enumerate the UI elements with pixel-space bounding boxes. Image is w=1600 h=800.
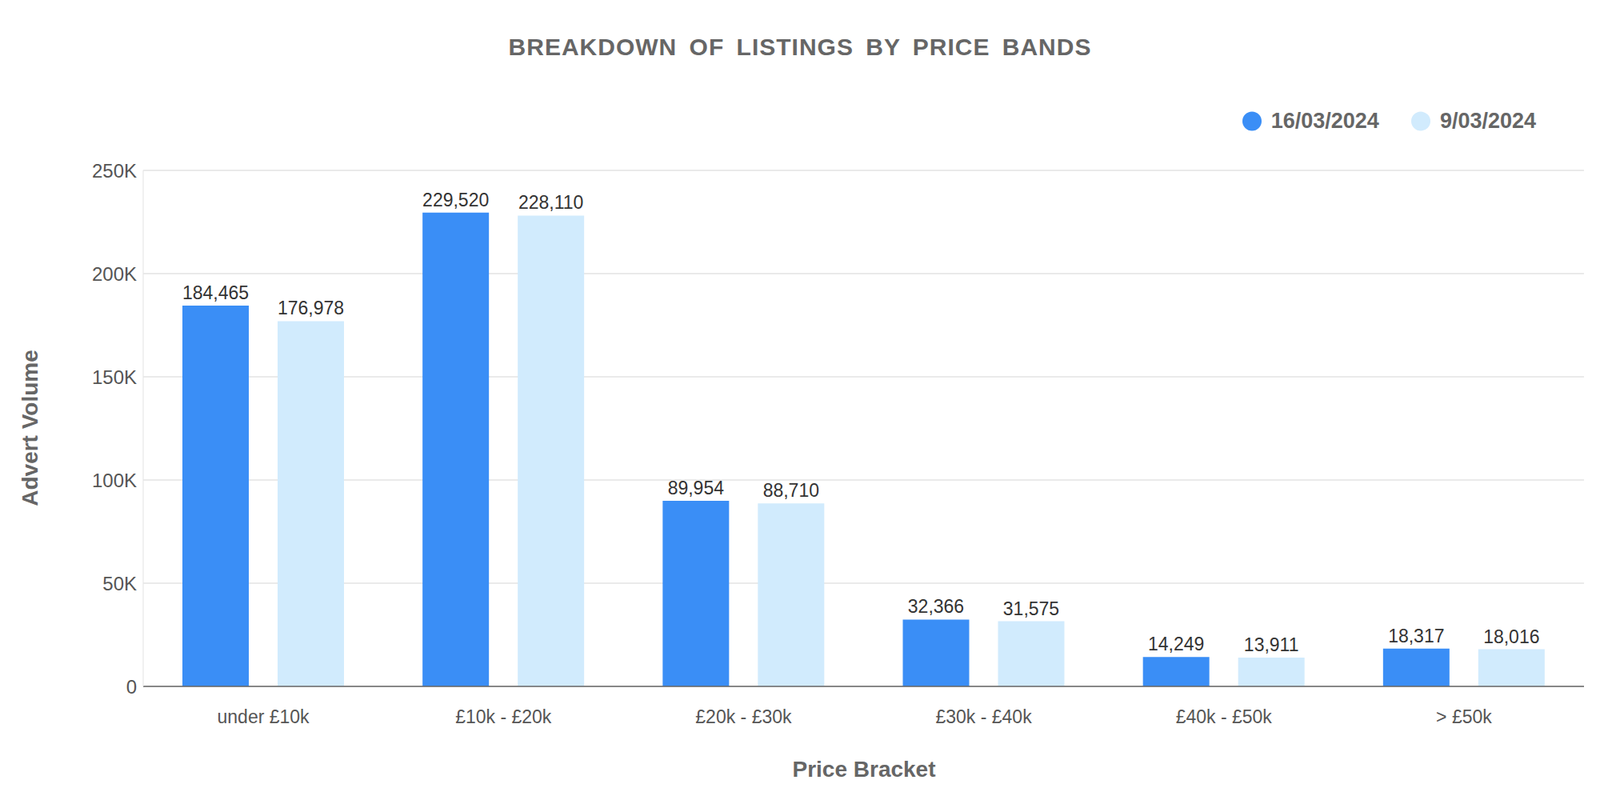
svg-text:£20k - £30k: £20k - £30k [695, 706, 792, 728]
svg-text:228,110: 228,110 [518, 192, 584, 213]
svg-text:0: 0 [126, 676, 137, 698]
svg-text:13,911: 13,911 [1244, 634, 1300, 656]
svg-text:229,520: 229,520 [422, 189, 489, 211]
svg-text:176,978: 176,978 [277, 297, 344, 319]
svg-text:14,249: 14,249 [1148, 633, 1204, 655]
html-text:9/03/2024: 9/03/2024 [1439, 108, 1536, 133]
svg-text:£10k - £20k: £10k - £20k [455, 706, 552, 728]
svg-text:250K: 250K [92, 160, 137, 182]
svg-text:31,575: 31,575 [1003, 598, 1060, 620]
svg-text:184,465: 184,465 [182, 282, 249, 304]
html-text:Advert Volume: Advert Volume [17, 349, 43, 507]
svg-text:18,016: 18,016 [1483, 626, 1540, 648]
html-text:16/03/2024: 16/03/2024 [1270, 108, 1380, 133]
svg-text:32,366: 32,366 [908, 596, 964, 617]
svg-text:£30k - £40k: £30k - £40k [935, 706, 1032, 728]
svg-text:under £10k: under £10k [217, 706, 311, 728]
html-text:Price Bracket: Price Bracket [792, 756, 936, 782]
svg-text:50K: 50K [102, 572, 137, 595]
svg-text:100K: 100K [92, 469, 137, 492]
svg-text:200K: 200K [92, 263, 137, 285]
svg-text:88,710: 88,710 [763, 480, 820, 501]
svg-text:£40k - £50k: £40k - £50k [1176, 706, 1273, 728]
svg-text:150K: 150K [92, 366, 137, 388]
svg-text:18,317: 18,317 [1388, 625, 1444, 647]
svg-text:> £50k: > £50k [1436, 706, 1492, 728]
html-text:BREAKDOWN OF LISTINGS BY PRICE: BREAKDOWN OF LISTINGS BY PRICE BANDS [508, 33, 1092, 60]
svg-text:89,954: 89,954 [668, 477, 725, 499]
